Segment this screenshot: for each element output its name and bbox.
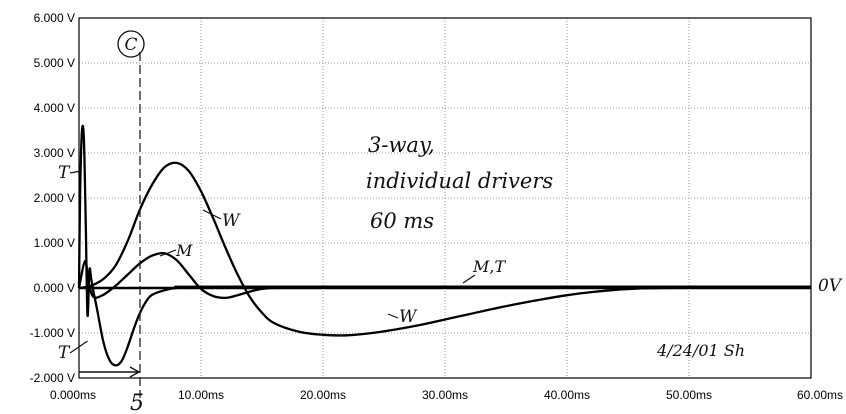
t-top-label: T <box>58 163 71 183</box>
m-label: M <box>175 241 193 260</box>
mt-label: M,T <box>472 257 506 276</box>
w-top-label: W <box>222 211 241 231</box>
y-tick-label: 0.000 V <box>34 281 75 295</box>
x-tick-label: 0.000ms <box>50 388 96 402</box>
x-tick-label: 40.00ms <box>544 388 590 402</box>
w-bottom-label: W <box>399 307 418 327</box>
chart-grid <box>78 17 812 379</box>
y-tick-label: 2.000 V <box>34 191 75 205</box>
w-top-leader <box>202 209 222 220</box>
arrow-head <box>129 366 141 378</box>
m-leader <box>159 249 177 257</box>
x-tick-labels: 0.000ms 10.00ms 20.00ms 30.00ms 40.00ms 50.00… <box>50 388 843 402</box>
y-tick-label: 4.000 V <box>34 101 75 115</box>
circle-annotation-label: C <box>124 35 137 55</box>
y-tick-labels: -2.000 V -1.000 V 0.000 V 1.000 V 2.000 V 3.0… <box>30 11 75 385</box>
time-interval-arrow <box>79 366 141 378</box>
y-tick-label: -2.000 V <box>30 371 75 385</box>
x-tick-label: 10.00ms <box>178 388 224 402</box>
note-line-1: 3-way, <box>368 133 435 157</box>
mt-leader <box>462 274 476 284</box>
x-tick-label: 50.00ms <box>666 388 712 402</box>
date-signature: 4/24/01 Sh <box>656 341 745 360</box>
y-tick-label: 1.000 V <box>34 236 75 250</box>
y-tick-label: 5.000 V <box>34 56 75 70</box>
t-top-leader <box>69 170 82 174</box>
series-line-t <box>77 124 811 367</box>
t-bottom-leader <box>69 340 88 354</box>
circle-annotation-outline <box>117 30 145 58</box>
note-line-2: individual drivers <box>366 169 553 193</box>
x-tick-label: 60.00ms <box>797 388 843 402</box>
marker-label: 5 <box>130 391 144 414</box>
zero-volt-label: 0V <box>818 276 843 296</box>
t-bottom-label: T <box>58 343 71 363</box>
x-tick-label: 30.00ms <box>422 388 468 402</box>
x-tick-label: 20.00ms <box>300 388 346 402</box>
y-tick-label: 3.000 V <box>34 146 75 160</box>
y-tick-label: -1.000 V <box>30 326 75 340</box>
y-tick-label: 6.000 V <box>34 11 75 25</box>
note-line-3: 60 ms <box>370 209 434 233</box>
w-bottom-leader <box>387 313 399 319</box>
